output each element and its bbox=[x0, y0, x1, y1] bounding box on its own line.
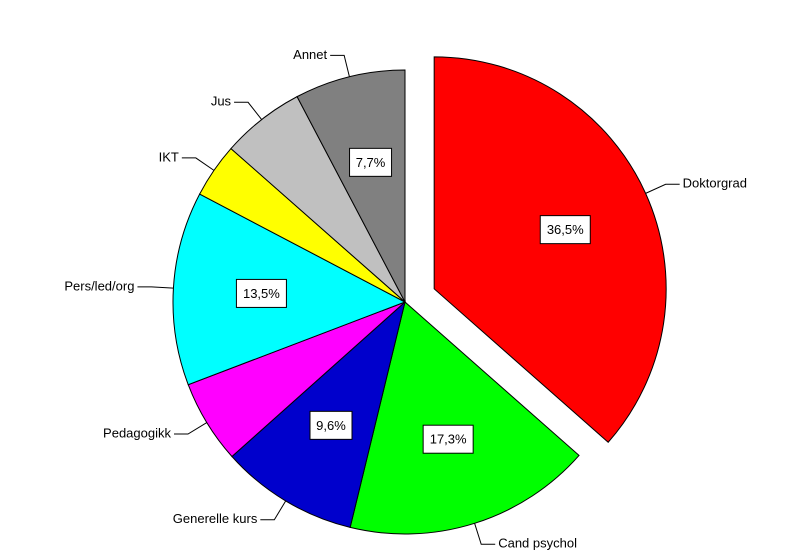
value-label-box bbox=[235, 278, 287, 308]
slice-label: Pers/led/org bbox=[64, 278, 134, 293]
slice-label: Jus bbox=[211, 94, 232, 109]
leader-line bbox=[474, 523, 496, 545]
slice-label: IKT bbox=[159, 149, 179, 164]
leader-line bbox=[137, 286, 174, 289]
value-label: 36,5% bbox=[547, 222, 584, 237]
value-label-box bbox=[539, 215, 591, 245]
slice-label: Generelle kurs bbox=[173, 511, 258, 526]
leader-line bbox=[181, 157, 215, 171]
value-label-box bbox=[309, 410, 353, 440]
value-label: 17,3% bbox=[430, 432, 467, 447]
value-label-box bbox=[422, 424, 474, 454]
slice-label: Pedagogikk bbox=[103, 425, 171, 440]
value-label: 7,7% bbox=[356, 155, 386, 170]
leader-line bbox=[234, 101, 263, 120]
slice-label: Doktorgrad bbox=[683, 176, 747, 191]
value-label-box bbox=[349, 147, 393, 177]
leader-line bbox=[174, 422, 208, 435]
value-label: 9,6% bbox=[316, 418, 346, 433]
pie-slice bbox=[296, 69, 406, 303]
slice-label: Annet bbox=[293, 47, 327, 62]
leader-line bbox=[645, 183, 680, 194]
value-label: 13,5% bbox=[243, 286, 280, 301]
slice-label: Cand psychol bbox=[498, 536, 577, 551]
leader-line bbox=[330, 54, 350, 77]
leader-line bbox=[260, 500, 287, 521]
